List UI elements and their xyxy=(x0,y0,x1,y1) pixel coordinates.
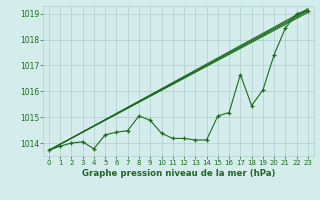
X-axis label: Graphe pression niveau de la mer (hPa): Graphe pression niveau de la mer (hPa) xyxy=(82,169,275,178)
